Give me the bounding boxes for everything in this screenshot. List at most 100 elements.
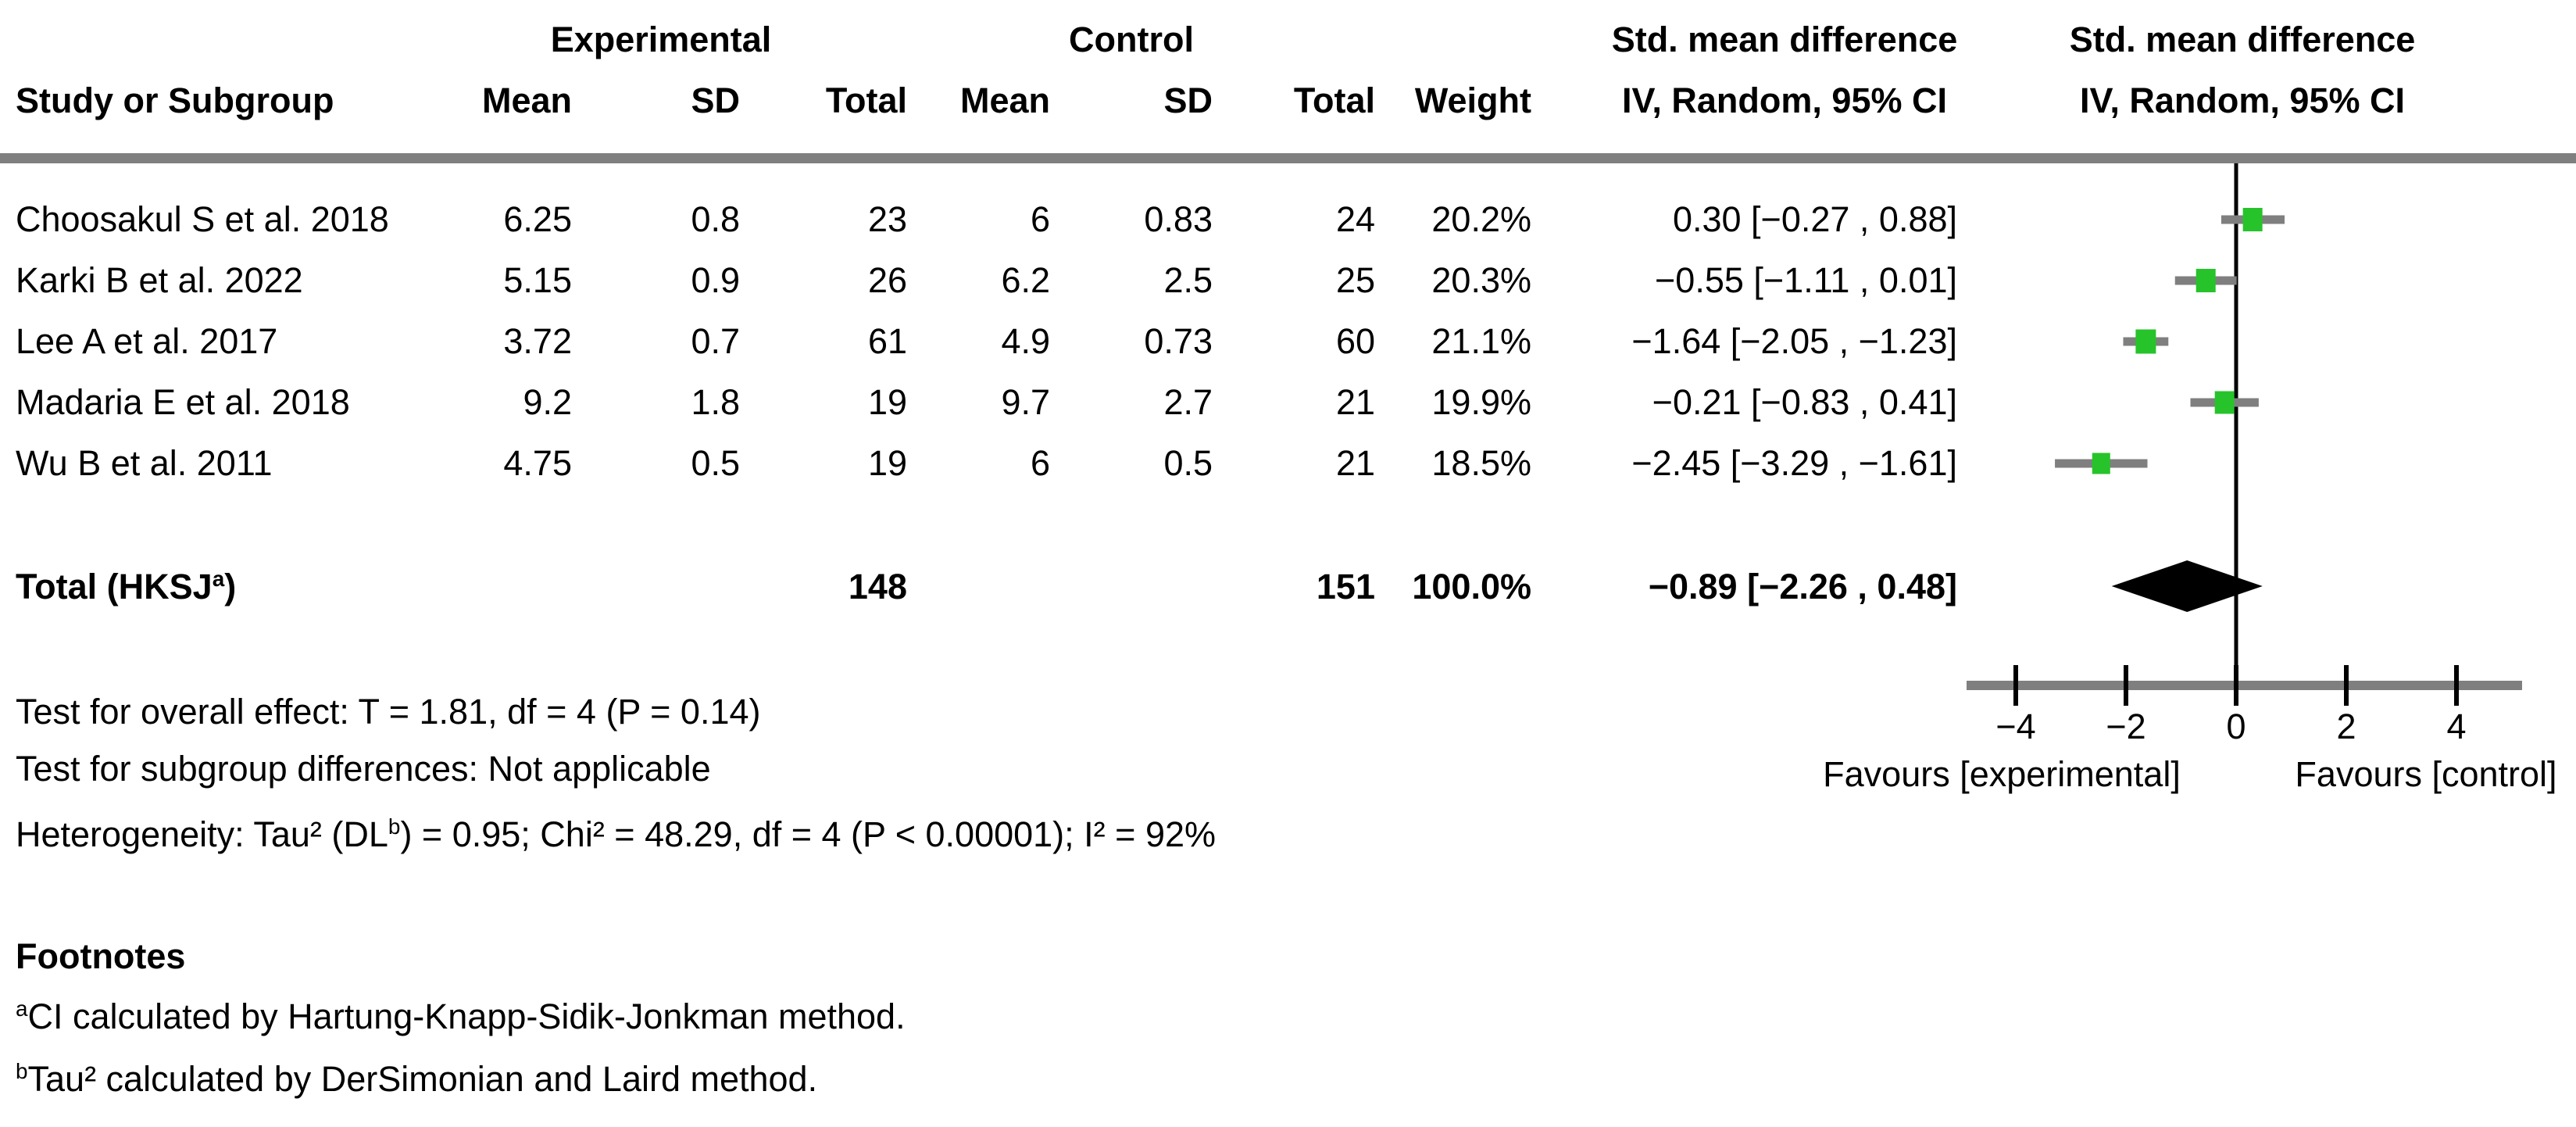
summary-diamond [2111,560,2263,612]
sd-experimental: 0.9 [691,260,740,300]
mean-experimental: 6.25 [503,199,572,239]
col-header-weight: Weight [1414,80,1531,120]
mean-experimental: 3.72 [503,321,572,361]
group-header-control: Control [1069,20,1194,59]
total-experimental: 23 [867,199,907,239]
mean-control: 6.2 [1001,260,1050,300]
footnote-b-marker: b [16,1059,28,1083]
smd-plot-header-line2: IV, Random, 95% CI [2080,80,2405,120]
col-header-study: Study or Subgroup [16,80,334,120]
sd-experimental: 0.8 [691,199,740,239]
effect-marker [2214,391,2235,414]
total-label-superscript-a: a [212,567,225,591]
col-header-sd-control: SD [1163,80,1213,120]
effect-marker [2092,453,2110,474]
axis-tick [2234,665,2238,706]
total-control: 21 [1335,443,1375,483]
weight-value: 19.9% [1431,382,1531,422]
effect-marker [2242,208,2263,231]
footnote-a: aCI calculated by Hartung-Knapp-Sidik-Jo… [16,995,906,1039]
total-ci-text: −0.89 [−2.26 , 0.48] [1648,567,1957,606]
total-control: 21 [1335,382,1375,422]
axis-tick-label: 2 [2336,707,2356,746]
study-name: Wu B et al. 2011 [16,443,273,483]
col-header-mean-control: Mean [959,80,1050,120]
total-label-text: Total (HKSJ [16,567,213,606]
weight-value: 21.1% [1431,321,1531,361]
total-control: 60 [1335,321,1375,361]
mean-control: 6 [1030,199,1050,239]
study-name: Lee A et al. 2017 [16,321,278,361]
effect-marker [2135,329,2156,354]
total-row-label: Total (HKSJa) [16,565,236,609]
mean-control: 9.7 [1001,382,1050,422]
weight-value: 18.5% [1431,443,1531,483]
axis-tick [2454,665,2459,706]
smd-text-header-line2: IV, Random, 95% CI [1622,80,1947,120]
heterogeneity-superscript-b: b [388,814,401,839]
study-name: Madaria E et al. 2018 [16,382,350,422]
favours-experimental-label: Favours [experimental] [1823,754,2181,794]
mean-control: 6 [1030,443,1050,483]
footnotes-title: Footnotes [16,936,186,976]
zero-line [2234,163,2238,681]
study-name: Choosakul S et al. 2018 [16,199,389,239]
sd-control: 0.83 [1144,199,1213,239]
axis-line [1967,681,2522,690]
footnote-a-text: CI calculated by Hartung-Knapp-Sidik-Jon… [27,996,906,1036]
footnote-b: bTau² calculated by DerSimonian and Lair… [16,1057,817,1101]
axis-tick-label: 0 [2226,707,2246,746]
mean-experimental: 4.75 [503,443,572,483]
favours-control-label: Favours [control] [2295,754,2557,794]
weight-value: 20.2% [1431,199,1531,239]
heterogeneity-text: Heterogeneity: Tau² (DL [16,814,388,854]
ci-text: −0.21 [−0.83 , 0.41] [1652,382,1957,422]
total-weight: 100.0% [1412,567,1531,606]
total-label-close: ) [224,567,237,606]
test-subgroup-differences-line: Test for subgroup differences: Not appli… [16,749,711,789]
sd-control: 2.5 [1163,260,1213,300]
mean-experimental: 5.15 [503,260,572,300]
smd-plot-header-line1: Std. mean difference [2069,20,2416,59]
sd-control: 2.7 [1163,382,1213,422]
axis-tick-label: 4 [2446,707,2467,746]
sd-experimental: 0.5 [691,443,740,483]
col-header-sd-experimental: SD [691,80,740,120]
mean-control: 4.9 [1001,321,1050,361]
total-experimental: 61 [867,321,907,361]
sd-experimental: 0.7 [691,321,740,361]
mean-experimental: 9.2 [523,382,572,422]
footnote-b-text: Tau² calculated by DerSimonian and Laird… [27,1059,818,1099]
heterogeneity-line: Heterogeneity: Tau² (DLb) = 0.95; Chi² =… [16,813,1216,857]
ci-text: −2.45 [−3.29 , −1.61] [1631,443,1957,483]
effect-marker [2195,269,2216,292]
header-separator [0,153,2576,163]
axis-tick-label: −2 [2106,707,2146,746]
total-experimental: 19 [867,443,907,483]
total-experimental: 26 [867,260,907,300]
axis-tick-label: −4 [1995,707,2036,746]
sd-control: 0.73 [1144,321,1213,361]
total-control: 25 [1335,260,1375,300]
axis-tick [2344,665,2349,706]
ci-text: 0.30 [−0.27 , 0.88] [1672,199,1957,239]
total-experimental: 19 [867,382,907,422]
col-header-total-experimental: Total [825,80,907,120]
ci-text: −1.64 [−2.05 , −1.23] [1631,321,1957,361]
group-header-experimental: Experimental [550,20,772,59]
footnote-a-marker: a [16,996,28,1021]
sd-experimental: 1.8 [691,382,740,422]
sd-control: 0.5 [1163,443,1213,483]
test-overall-effect-line: Test for overall effect: T = 1.81, df = … [16,692,761,732]
total-control: 24 [1335,199,1375,239]
heterogeneity-text-rest: ) = 0.95; Chi² = 48.29, df = 4 (P < 0.00… [400,814,1217,854]
axis-tick [2013,665,2018,706]
weight-value: 20.3% [1431,260,1531,300]
ci-text: −0.55 [−1.11 , 0.01] [1655,260,1957,300]
study-name: Karki B et al. 2022 [16,260,303,300]
total-control-n: 151 [1316,567,1375,606]
total-experimental-n: 148 [848,567,907,606]
axis-tick [2124,665,2128,706]
